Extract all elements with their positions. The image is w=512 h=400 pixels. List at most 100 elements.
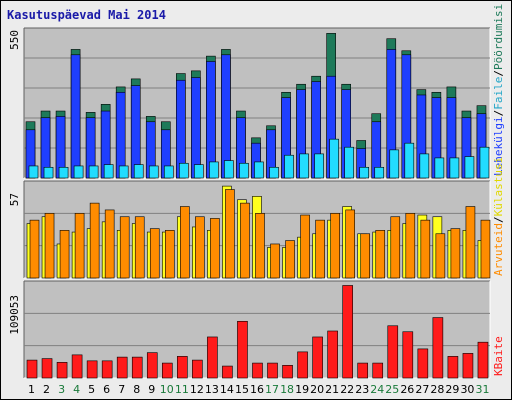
kbytes-bar — [477, 341, 489, 379]
kbytes-bar — [207, 336, 218, 379]
files-bar — [58, 166, 69, 179]
files-bar — [43, 166, 54, 179]
hosts-bar — [315, 219, 325, 279]
day-label: 1 — [28, 383, 35, 396]
files-bar — [314, 153, 324, 179]
kbytes-bar — [417, 348, 429, 379]
files-bar — [209, 161, 219, 179]
kbytes-bar — [387, 325, 399, 379]
kbytes-bar — [327, 330, 338, 379]
hosts-bar — [104, 209, 115, 279]
legend-top: Lehekülgi/Faile/Pöördumisi — [492, 4, 505, 176]
legend-bottom: KBaite — [492, 336, 505, 376]
day-label: 14 — [220, 383, 234, 396]
day-label: 11 — [175, 383, 189, 396]
kbytes-bar — [342, 285, 353, 379]
hosts-bar — [89, 202, 100, 279]
kbytes-bar — [237, 320, 248, 379]
day-label: 29 — [445, 383, 459, 396]
chart-title: Kasutuspäevad Mai 2014 — [7, 8, 166, 22]
files-bar — [179, 162, 189, 179]
legend-entry: Arvuteid — [492, 223, 505, 276]
hosts-bar — [44, 213, 55, 279]
day-label: 9 — [148, 383, 155, 396]
hosts-bar — [480, 219, 491, 279]
files-bar — [269, 166, 279, 179]
hosts-bar — [435, 233, 446, 279]
files-bar — [133, 164, 144, 179]
kbytes-bar — [56, 362, 68, 379]
day-label: 19 — [295, 383, 309, 396]
hosts-bar — [164, 230, 175, 279]
hosts-bar — [195, 216, 205, 279]
hosts-bar — [180, 206, 190, 279]
hosts-bar — [285, 240, 295, 279]
kbytes-bar — [372, 362, 384, 379]
hosts-bar — [74, 213, 85, 279]
day-label: 18 — [280, 383, 294, 396]
kbytes-bar — [432, 317, 444, 379]
kbytes-bar — [116, 356, 128, 379]
hosts-bar — [210, 218, 220, 279]
legend-entry: Pöördumisi — [492, 4, 505, 70]
legend-entry: Külastusi — [492, 157, 505, 217]
day-label: 13 — [205, 383, 219, 396]
day-label: 30 — [460, 383, 474, 396]
kbytes-bar — [101, 360, 113, 379]
files-bar — [118, 165, 129, 179]
day-label: 6 — [103, 383, 110, 396]
hosts-bar — [450, 228, 461, 279]
files-bar — [239, 162, 249, 179]
hosts-bar — [29, 219, 40, 279]
pages-bar — [115, 91, 126, 179]
kbytes-bar — [41, 358, 53, 379]
day-label: 7 — [118, 383, 125, 396]
y-axis-max-label-top: 550 — [8, 30, 21, 50]
pages-bar — [191, 77, 201, 179]
hosts-bar — [119, 216, 130, 279]
hosts-bar — [225, 189, 235, 279]
pages-bar — [70, 54, 81, 179]
day-label: 20 — [310, 383, 324, 396]
day-label: 3 — [58, 383, 65, 396]
kbytes-bar — [267, 362, 278, 379]
files-bar — [404, 142, 415, 179]
pages-bar — [130, 85, 141, 179]
files-bar — [329, 138, 339, 179]
hosts-bar — [390, 216, 401, 279]
kbytes-bar — [192, 359, 203, 379]
hosts-bar — [375, 230, 386, 279]
hosts-bar — [360, 233, 371, 279]
day-label: 28 — [430, 383, 444, 396]
hosts-bar — [345, 209, 355, 279]
kbytes-bar — [252, 362, 263, 379]
kbytes-bar — [146, 352, 158, 379]
kbytes-bar — [26, 359, 38, 379]
hosts-bar — [420, 219, 431, 279]
day-label: 23 — [355, 383, 369, 396]
files-bar — [284, 154, 294, 179]
legend-middle: Arvuteid/Külastusi — [492, 157, 505, 276]
legend-separator: / — [492, 110, 505, 117]
legend-entry: Faile — [492, 77, 505, 110]
hosts-bar — [59, 230, 70, 279]
files-bar — [449, 157, 460, 179]
day-label: 16 — [250, 383, 264, 396]
day-label: 17 — [265, 383, 279, 396]
day-label: 8 — [133, 383, 140, 396]
day-label: 31 — [475, 383, 489, 396]
hosts-bar — [255, 213, 265, 279]
hosts-bar — [240, 202, 250, 279]
day-label: 2 — [43, 383, 50, 396]
pages-bar — [206, 61, 216, 179]
files-bar — [374, 166, 385, 179]
hosts-bar — [330, 213, 340, 279]
legend-entry: Lehekülgi — [492, 116, 505, 176]
day-label: 15 — [235, 383, 249, 396]
day-label: 25 — [385, 383, 399, 396]
kbytes-bar — [86, 360, 98, 379]
day-label: 4 — [73, 383, 80, 396]
hosts-bar — [149, 228, 160, 279]
kbytes-bar — [297, 351, 308, 379]
